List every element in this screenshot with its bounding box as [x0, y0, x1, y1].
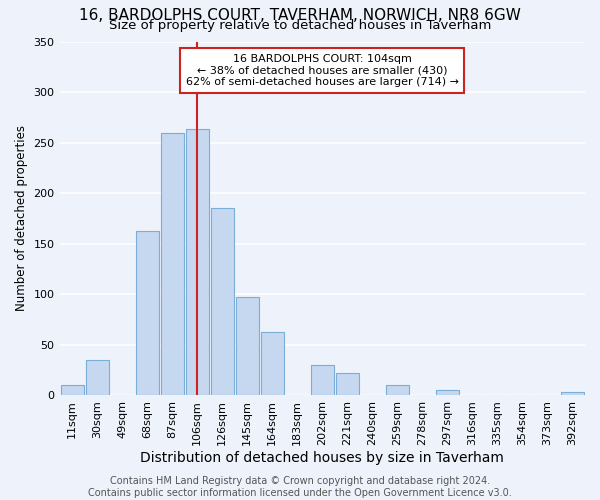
Bar — [161, 132, 184, 396]
Text: 16 BARDOLPHS COURT: 104sqm
← 38% of detached houses are smaller (430)
62% of sem: 16 BARDOLPHS COURT: 104sqm ← 38% of deta… — [186, 54, 459, 87]
Text: Contains HM Land Registry data © Crown copyright and database right 2024.
Contai: Contains HM Land Registry data © Crown c… — [88, 476, 512, 498]
Bar — [261, 332, 284, 396]
X-axis label: Distribution of detached houses by size in Taverham: Distribution of detached houses by size … — [140, 451, 504, 465]
Text: 16, BARDOLPHS COURT, TAVERHAM, NORWICH, NR8 6GW: 16, BARDOLPHS COURT, TAVERHAM, NORWICH, … — [79, 8, 521, 22]
Text: Size of property relative to detached houses in Taverham: Size of property relative to detached ho… — [109, 19, 491, 32]
Bar — [436, 390, 459, 396]
Bar — [236, 298, 259, 396]
Bar — [386, 386, 409, 396]
Bar — [86, 360, 109, 396]
Bar — [211, 208, 233, 396]
Bar — [336, 373, 359, 396]
Y-axis label: Number of detached properties: Number of detached properties — [15, 126, 28, 312]
Bar — [61, 386, 83, 396]
Bar — [185, 130, 209, 396]
Bar — [136, 230, 158, 396]
Bar — [311, 365, 334, 396]
Bar — [561, 392, 584, 396]
